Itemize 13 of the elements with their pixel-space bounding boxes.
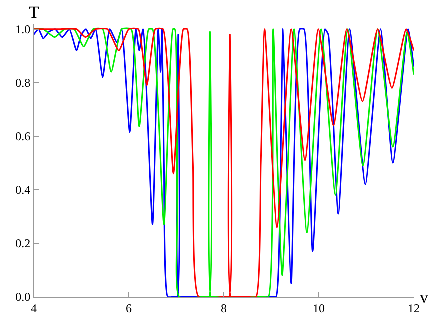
- y-tick-label: 1.0: [16, 22, 31, 37]
- y-tick-label: 0.2: [16, 236, 31, 251]
- y-tick-label: 0.6: [16, 130, 31, 144]
- y-tick-label: 0.0: [16, 290, 31, 304]
- y-tick-label: 0.8: [16, 76, 31, 90]
- x-tick-label: 12: [408, 301, 420, 316]
- x-tick-label: 10: [313, 301, 325, 316]
- x-axis-title: v: [420, 288, 429, 307]
- y-tick-label: 0.4: [16, 183, 31, 198]
- x-tick-label: 8: [221, 301, 227, 316]
- x-tick-label: 6: [126, 301, 132, 316]
- y-axis-title: T: [29, 3, 40, 22]
- x-tick-label: 4: [31, 301, 37, 316]
